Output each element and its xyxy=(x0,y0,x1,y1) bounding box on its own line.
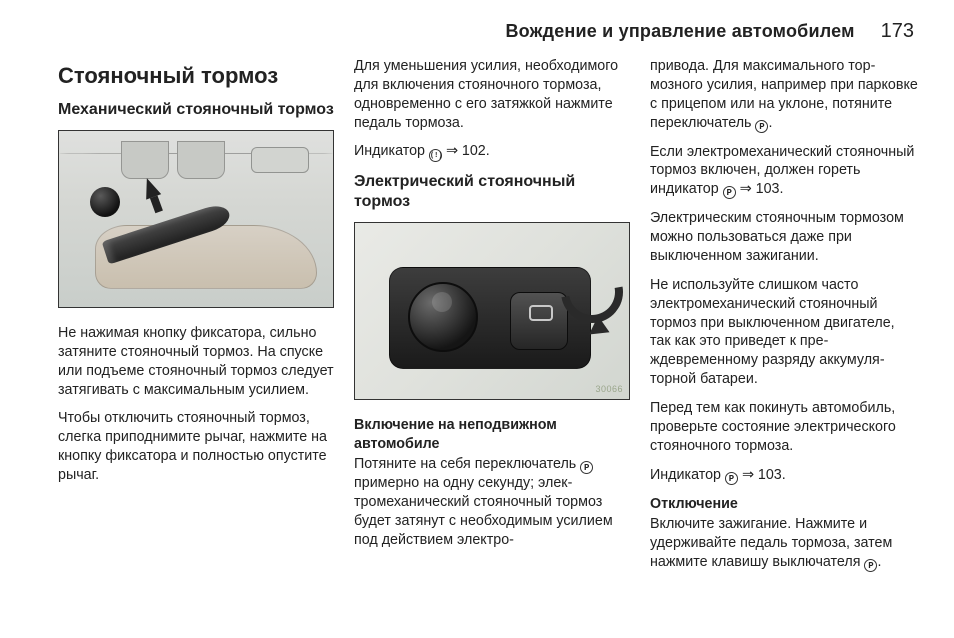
heading-mechanical-brake: Механический стояночный тормоз xyxy=(58,100,334,120)
column-2: Для уменьшения усилия, необхо­димого для… xyxy=(354,57,630,582)
p-circle-icon: P xyxy=(864,559,877,572)
heading-deactivation: Отключение xyxy=(650,495,918,513)
ref-page: 103. xyxy=(758,467,786,483)
p-circle-icon: P xyxy=(725,472,738,485)
indicator-line: Индикатор (!) ⇒ 102. xyxy=(354,142,630,162)
paragraph: Электрическим стояночным тормо­зом можно… xyxy=(650,209,918,266)
ref-arrow-icon: ⇒ xyxy=(738,467,758,483)
text: Индикатор xyxy=(650,467,725,483)
text: Индикатор xyxy=(354,143,429,159)
section-title: Вождение и управление автомобилем xyxy=(505,21,854,42)
page-header: Вождение и управление автомобилем 173 xyxy=(58,20,918,43)
paragraph: Не используйте слишком часто электромеха… xyxy=(650,276,918,389)
figure-electric-brake: 30066 xyxy=(354,222,630,400)
p-circle-icon: P xyxy=(723,186,736,199)
column-3: привода. Для максимального тор­мозного у… xyxy=(650,57,918,582)
text: Включите зажигание. Нажмите и удерживайт… xyxy=(650,516,892,570)
text: . xyxy=(877,554,881,570)
p-circle-icon: P xyxy=(755,120,768,133)
text: примерно на одну секунду; элек­тромехани… xyxy=(354,475,613,548)
heading-parking-brake: Стояночный тормоз xyxy=(58,61,334,90)
paragraph: Потяните на себя переключатель P примерн… xyxy=(354,455,630,549)
ref-arrow-icon: ⇒ xyxy=(736,181,756,197)
text: привода. Для максимального тор­мозного у… xyxy=(650,58,918,131)
text: Потяните на себя переключатель xyxy=(354,456,580,472)
paragraph: Включите зажигание. Нажмите и удерживайт… xyxy=(650,515,918,572)
paragraph: Чтобы отключить стояночный тор­моз, слег… xyxy=(58,409,334,484)
ref-page: 103. xyxy=(756,181,784,197)
heading-electric-brake: Электрический стояночный тормоз xyxy=(354,172,630,212)
indicator-line: Индикатор P ⇒ 103. xyxy=(650,466,918,485)
manual-page: Вождение и управление автомобилем 173 Ст… xyxy=(0,0,954,638)
image-id: 30066 xyxy=(595,384,623,396)
p-circle-icon: P xyxy=(580,461,593,474)
heading-activation-still: Включение на неподвижном автомобиле xyxy=(354,416,630,453)
paragraph: Если электромеханический стоя­ночный тор… xyxy=(650,143,918,200)
figure-mechanical-brake xyxy=(58,130,334,308)
text: . xyxy=(768,115,772,131)
paragraph: Для уменьшения усилия, необхо­димого для… xyxy=(354,57,630,132)
column-1: Стояночный тормоз Механический стояночны… xyxy=(58,57,334,582)
paragraph: Перед тем как покинуть автомо­биль, пров… xyxy=(650,399,918,456)
page-number: 173 xyxy=(881,20,914,43)
ref-arrow-icon: ⇒ xyxy=(442,143,462,159)
columns: Стояночный тормоз Механический стояночны… xyxy=(58,57,918,582)
paragraph: Не нажимая кнопку фиксатора, сильно затя… xyxy=(58,324,334,399)
ref-page: 102. xyxy=(462,143,490,159)
paragraph: привода. Для максимального тор­мозного у… xyxy=(650,57,918,133)
brake-warning-icon: (!) xyxy=(429,149,442,162)
